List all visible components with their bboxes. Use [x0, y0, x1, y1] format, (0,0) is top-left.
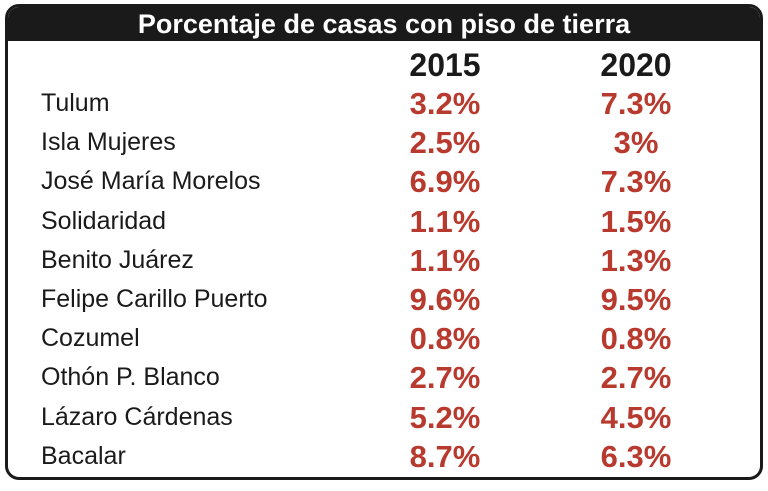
- value-2015: 9.6%: [409, 281, 481, 317]
- value-2015: 2.7%: [409, 360, 481, 396]
- table-row: Bacalar 8.7% 6.3%: [8, 437, 760, 476]
- municipality-label: José María Morelos: [41, 167, 261, 196]
- value-2015: 1.1%: [409, 242, 481, 278]
- table-row: José María Morelos 6.9% 7.3%: [8, 162, 760, 201]
- municipality-label: Othón P. Blanco: [41, 363, 220, 392]
- value-2020: 1.5%: [600, 203, 672, 239]
- municipality-label: Bacalar: [41, 441, 126, 470]
- value-2020: 4.5%: [600, 399, 672, 435]
- municipality-label: Felipe Carillo Puerto: [41, 284, 268, 313]
- value-2020: 2.7%: [600, 360, 672, 396]
- table-row: Cozumel 0.8% 0.8%: [8, 319, 760, 358]
- column-header-2015: 2015: [409, 47, 481, 83]
- value-2020: 9.5%: [600, 281, 672, 317]
- municipality-label: Tulum: [41, 89, 110, 117]
- value-2015: 8.7%: [409, 438, 481, 474]
- table-row: Lázaro Cárdenas 5.2% 4.5%: [8, 398, 760, 437]
- data-table: Porcentaje de casas con piso de tierra 2…: [5, 4, 763, 480]
- municipality-label: Benito Juárez: [41, 245, 194, 274]
- value-2015: 6.9%: [409, 164, 481, 200]
- column-header-2020: 2020: [600, 47, 672, 83]
- value-2015: 0.8%: [409, 321, 481, 357]
- value-2020: 3%: [613, 125, 659, 161]
- value-2020: 6.3%: [600, 438, 672, 474]
- table-row: Othón P. Blanco 2.7% 2.7%: [8, 358, 760, 397]
- value-2015: 2.5%: [409, 125, 481, 161]
- municipality-label: Cozumel: [41, 324, 140, 353]
- table-row: Tulum 3.2% 7.3%: [8, 84, 760, 123]
- table-row: Isla Mujeres 2.5% 3%: [8, 123, 760, 162]
- table-row: Benito Juárez 1.1% 1.3%: [8, 241, 760, 280]
- table-title: Porcentaje de casas con piso de tierra: [8, 7, 760, 41]
- table-row: Felipe Carillo Puerto 9.6% 9.5%: [8, 280, 760, 319]
- table-body: Tulum 3.2% 7.3% Isla Mujeres 2.5% 3% Jos…: [8, 84, 760, 476]
- value-2020: 7.3%: [600, 164, 672, 200]
- value-2015: 5.2%: [409, 399, 481, 435]
- value-2015: 1.1%: [409, 203, 481, 239]
- value-2015: 3.2%: [409, 86, 481, 121]
- value-2020: 0.8%: [600, 321, 672, 357]
- municipality-label: Isla Mujeres: [41, 128, 176, 157]
- municipality-label: Lázaro Cárdenas: [41, 402, 233, 431]
- value-2020: 7.3%: [600, 86, 672, 121]
- table-row: Solidaridad 1.1% 1.5%: [8, 202, 760, 241]
- value-2020: 1.3%: [600, 242, 672, 278]
- municipality-label: Solidaridad: [41, 206, 167, 235]
